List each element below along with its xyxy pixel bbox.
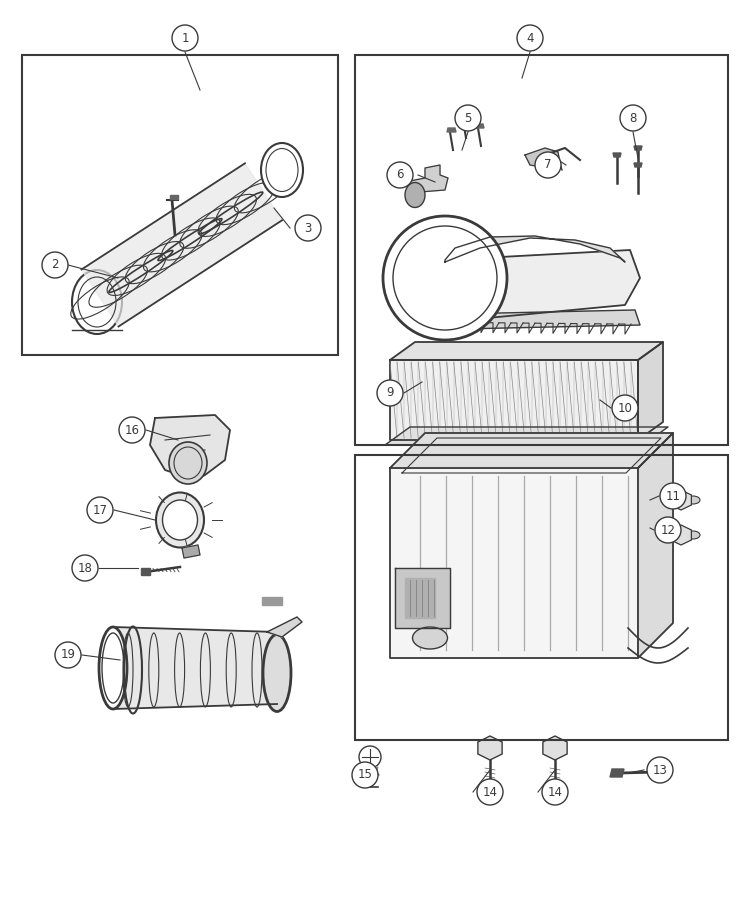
Circle shape <box>377 380 403 406</box>
Text: 7: 7 <box>544 158 552 172</box>
Circle shape <box>655 517 681 543</box>
Circle shape <box>542 779 568 805</box>
Circle shape <box>647 757 673 783</box>
Polygon shape <box>170 195 178 199</box>
Circle shape <box>119 417 145 443</box>
Polygon shape <box>613 153 621 157</box>
Polygon shape <box>671 525 691 545</box>
Polygon shape <box>390 342 663 360</box>
Polygon shape <box>390 360 638 440</box>
Ellipse shape <box>169 442 207 484</box>
Polygon shape <box>634 163 642 167</box>
Circle shape <box>477 779 503 805</box>
Circle shape <box>42 252 68 278</box>
Circle shape <box>455 105 481 131</box>
Polygon shape <box>412 250 640 322</box>
Polygon shape <box>362 767 378 773</box>
Ellipse shape <box>383 216 507 340</box>
Ellipse shape <box>156 492 204 547</box>
Text: 2: 2 <box>51 258 59 272</box>
Text: 5: 5 <box>465 112 472 124</box>
Text: 13: 13 <box>653 763 668 777</box>
Polygon shape <box>385 427 668 445</box>
Polygon shape <box>638 342 663 440</box>
Text: 19: 19 <box>61 649 76 662</box>
Text: 18: 18 <box>78 562 93 574</box>
Circle shape <box>295 215 321 241</box>
Ellipse shape <box>162 500 198 540</box>
Ellipse shape <box>263 634 291 712</box>
Text: 4: 4 <box>526 32 534 44</box>
Polygon shape <box>390 468 638 658</box>
Text: 3: 3 <box>305 221 312 235</box>
Bar <box>22 55 338 355</box>
Polygon shape <box>267 617 302 637</box>
Bar <box>355 55 728 445</box>
Text: 10: 10 <box>617 401 632 415</box>
Circle shape <box>87 497 113 523</box>
Polygon shape <box>525 148 560 168</box>
Polygon shape <box>671 490 691 510</box>
Circle shape <box>172 25 198 51</box>
Polygon shape <box>447 128 456 132</box>
Polygon shape <box>543 736 567 760</box>
Text: 16: 16 <box>124 424 139 436</box>
Circle shape <box>72 555 98 581</box>
Text: 6: 6 <box>396 168 404 182</box>
Text: 17: 17 <box>93 503 107 517</box>
Polygon shape <box>141 568 150 575</box>
Text: 1: 1 <box>182 32 189 44</box>
Polygon shape <box>113 627 277 709</box>
Text: 11: 11 <box>665 490 680 502</box>
Polygon shape <box>460 116 469 120</box>
Polygon shape <box>445 236 625 262</box>
Polygon shape <box>82 163 282 327</box>
Polygon shape <box>475 124 484 128</box>
Ellipse shape <box>686 531 700 539</box>
Circle shape <box>387 162 413 188</box>
Ellipse shape <box>359 746 381 768</box>
Ellipse shape <box>413 627 448 649</box>
Polygon shape <box>395 568 450 628</box>
Circle shape <box>620 105 646 131</box>
Polygon shape <box>405 578 435 618</box>
Ellipse shape <box>99 627 127 709</box>
Polygon shape <box>634 146 642 150</box>
Ellipse shape <box>72 270 122 334</box>
Polygon shape <box>182 545 200 558</box>
Text: 12: 12 <box>660 524 676 536</box>
Polygon shape <box>638 433 673 658</box>
Polygon shape <box>405 165 448 192</box>
Bar <box>355 455 728 740</box>
Polygon shape <box>390 433 673 468</box>
Ellipse shape <box>261 143 303 197</box>
Circle shape <box>535 152 561 178</box>
Polygon shape <box>478 736 502 760</box>
Text: 14: 14 <box>548 786 562 798</box>
Text: 15: 15 <box>358 769 373 781</box>
Circle shape <box>352 762 378 788</box>
Circle shape <box>517 25 543 51</box>
Polygon shape <box>150 415 230 480</box>
Polygon shape <box>262 597 282 605</box>
Polygon shape <box>610 769 624 777</box>
Ellipse shape <box>686 496 700 504</box>
Text: 8: 8 <box>629 112 637 124</box>
Ellipse shape <box>405 183 425 208</box>
Text: 9: 9 <box>386 386 393 400</box>
Circle shape <box>55 642 81 668</box>
Polygon shape <box>410 310 640 330</box>
Text: 14: 14 <box>482 786 497 798</box>
Circle shape <box>612 395 638 421</box>
Circle shape <box>660 483 686 509</box>
